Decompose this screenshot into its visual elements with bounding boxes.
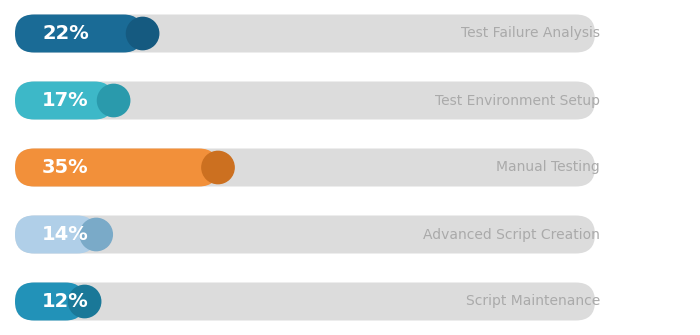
Circle shape — [127, 17, 159, 50]
Text: Test Environment Setup: Test Environment Setup — [435, 93, 600, 108]
FancyBboxPatch shape — [15, 215, 96, 254]
FancyBboxPatch shape — [15, 81, 595, 120]
Text: Manual Testing: Manual Testing — [496, 160, 600, 175]
Text: 14%: 14% — [42, 225, 89, 244]
FancyBboxPatch shape — [15, 148, 218, 187]
Text: 12%: 12% — [42, 292, 89, 311]
FancyBboxPatch shape — [15, 14, 143, 53]
Text: 35%: 35% — [42, 158, 89, 177]
FancyBboxPatch shape — [15, 14, 595, 53]
Text: Advanced Script Creation: Advanced Script Creation — [423, 227, 600, 242]
FancyBboxPatch shape — [15, 282, 85, 321]
Text: 22%: 22% — [42, 24, 89, 43]
Circle shape — [97, 84, 130, 117]
FancyBboxPatch shape — [15, 81, 113, 120]
Circle shape — [80, 218, 112, 251]
Text: Test Failure Analysis: Test Failure Analysis — [461, 26, 600, 41]
FancyBboxPatch shape — [15, 215, 595, 254]
FancyBboxPatch shape — [15, 148, 595, 187]
Text: Script Maintenance: Script Maintenance — [466, 294, 600, 309]
Text: 17%: 17% — [42, 91, 89, 110]
Circle shape — [69, 285, 101, 318]
Circle shape — [202, 151, 234, 184]
FancyBboxPatch shape — [15, 282, 595, 321]
